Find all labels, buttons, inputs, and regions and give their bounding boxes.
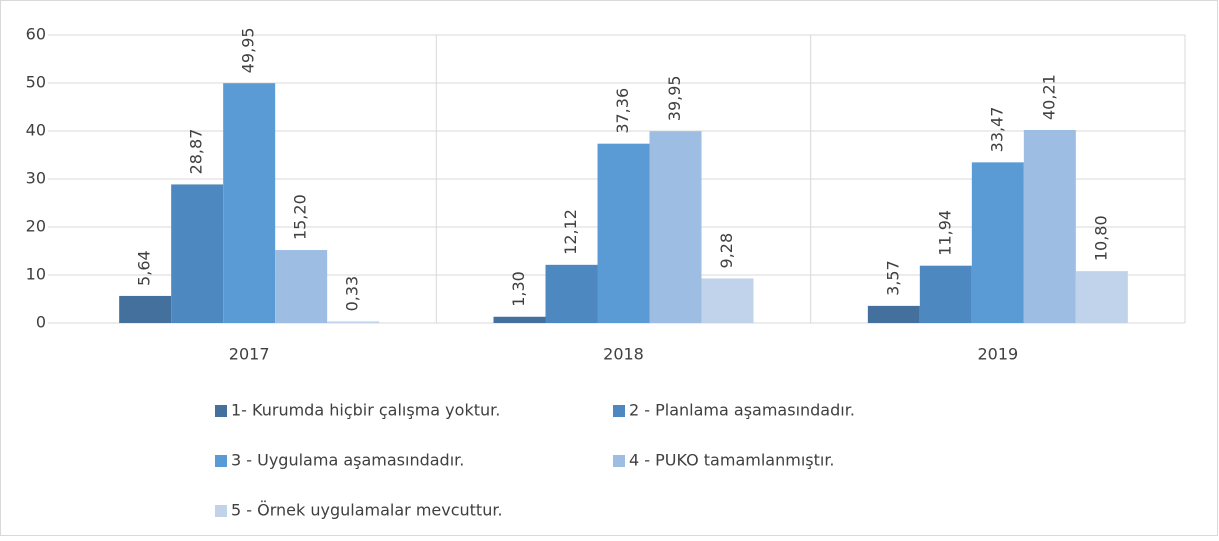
bar [327, 321, 380, 323]
y-tick-label: 40 [26, 121, 46, 140]
value-label: 40,21 [1039, 74, 1058, 120]
bar [493, 316, 546, 323]
bar [1075, 271, 1128, 323]
y-tick-label: 50 [26, 73, 46, 92]
value-label: 10,80 [1091, 215, 1110, 261]
value-label: 15,20 [291, 194, 310, 240]
legend-label: 2 - Planlama aşamasındadır. [629, 401, 855, 420]
value-label: 33,47 [987, 107, 1006, 153]
bar [649, 131, 702, 323]
legend-swatch [215, 405, 227, 417]
bar [919, 265, 972, 323]
bar [119, 295, 172, 323]
bar [597, 143, 650, 323]
y-tick-label: 0 [36, 313, 46, 332]
bar [545, 264, 598, 323]
value-label: 3,57 [883, 260, 902, 296]
legend-label: 1- Kurumda hiçbir çalışma yoktur. [231, 401, 500, 420]
y-tick-label: 20 [26, 217, 46, 236]
bar [171, 184, 224, 323]
bar [971, 162, 1024, 323]
value-label: 11,94 [935, 210, 954, 256]
legend-label: 4 - PUKO tamamlanmıştır. [629, 451, 835, 470]
value-label: 39,95 [665, 75, 684, 121]
value-label: 28,87 [187, 129, 206, 175]
value-label: 0,33 [343, 276, 362, 312]
x-tick-label: 2018 [603, 345, 644, 364]
legend-swatch [215, 505, 227, 517]
bar [223, 83, 276, 324]
y-tick-label: 30 [26, 169, 46, 188]
x-tick-label: 2019 [977, 345, 1018, 364]
value-label: 49,95 [239, 27, 258, 73]
bar [867, 305, 920, 323]
bar [1023, 129, 1076, 323]
y-tick-label: 60 [26, 25, 46, 44]
legend-swatch [613, 405, 625, 417]
legend-swatch [215, 455, 227, 467]
legend-label: 5 - Örnek uygulamalar mevcuttur. [231, 501, 503, 520]
value-label: 5,64 [135, 250, 154, 286]
value-label: 9,28 [717, 233, 736, 269]
value-label: 1,30 [509, 271, 528, 307]
x-tick-label: 2017 [229, 345, 270, 364]
value-label: 37,36 [613, 88, 632, 134]
legend-label: 3 - Uygulama aşamasındadır. [231, 451, 464, 470]
bar [701, 278, 754, 323]
legend-swatch [613, 455, 625, 467]
bar [275, 250, 328, 323]
y-tick-label: 10 [26, 265, 46, 284]
value-label: 12,12 [561, 209, 580, 255]
